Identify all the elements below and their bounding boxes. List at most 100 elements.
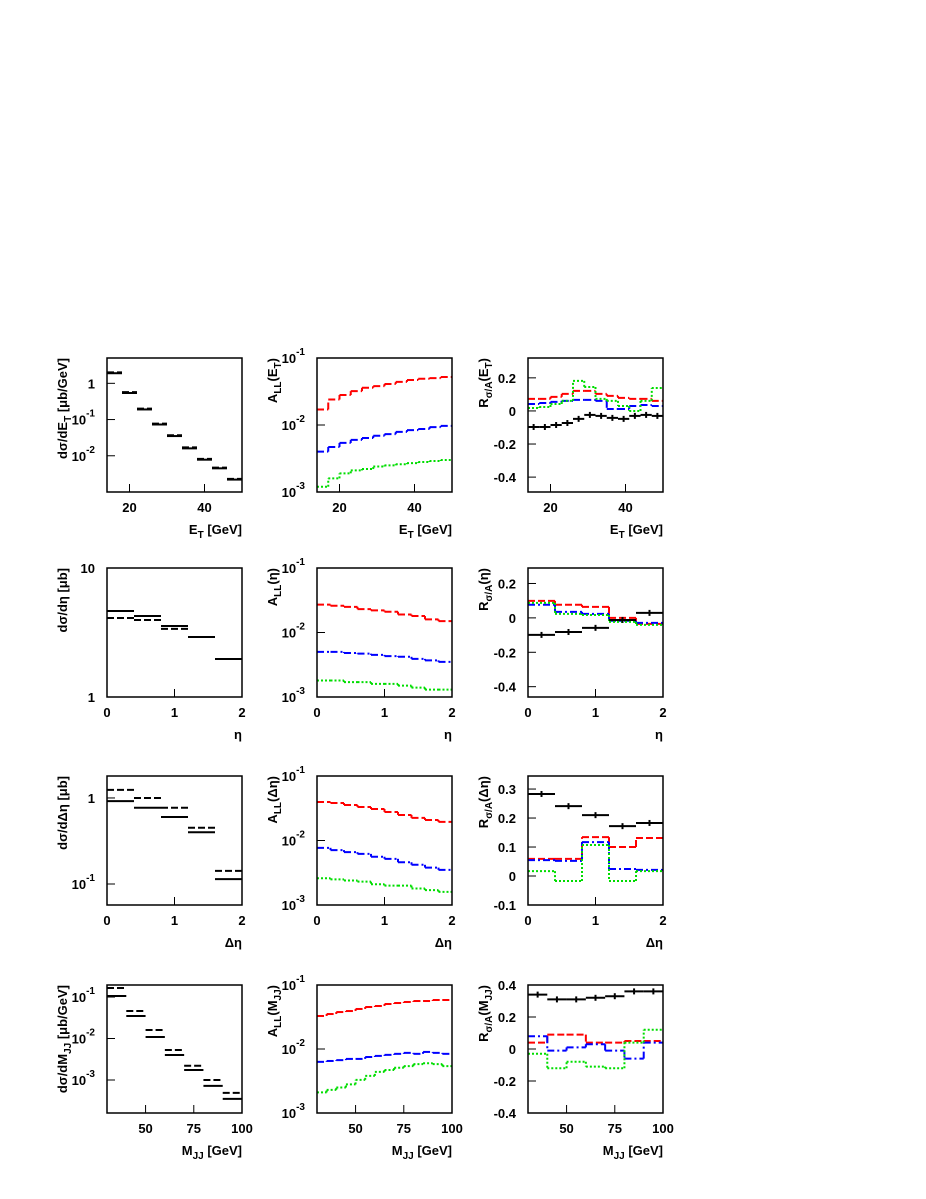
subscript: JJ <box>484 989 495 1000</box>
subscript: T <box>408 530 414 541</box>
tick-base: 10 <box>282 898 296 913</box>
x-tick-label: 100 <box>441 1121 463 1136</box>
tick-base: 10 <box>72 877 86 892</box>
subscript: JJ <box>63 1043 74 1054</box>
y-tick-label: 1 <box>88 376 95 391</box>
label-part: [μb/GeV] <box>55 985 70 1043</box>
tick-text: -0.1 <box>494 898 516 913</box>
tick-exponent: -1 <box>296 557 305 568</box>
x-tick-label: 0 <box>313 913 320 928</box>
x-tick-label: 75 <box>608 1121 622 1136</box>
y-tick-label: -0.2 <box>494 437 516 452</box>
x-tick-label: 100 <box>652 1121 674 1136</box>
tick-text: 1 <box>88 690 95 705</box>
y-tick-label: 10-1 <box>282 557 306 576</box>
tick-text: -0.4 <box>494 680 517 695</box>
y-tick-label: 0.2 <box>498 371 516 386</box>
subscript: JJ <box>403 1151 414 1162</box>
label-part: dσ/dE <box>55 422 70 459</box>
y-tick-label: 1 <box>88 791 95 806</box>
tick-text: 0.1 <box>498 840 516 855</box>
y-axis-title: dσ/dΔη [μb] <box>55 776 70 850</box>
label-part: (Δη) <box>476 776 491 802</box>
tick-text: 0 <box>509 1042 516 1057</box>
label-part: A <box>265 393 280 403</box>
tick-text: 1 <box>88 376 95 391</box>
y-tick-label: 10-1 <box>282 765 306 784</box>
tick-exponent: -2 <box>296 830 305 841</box>
label-part: [GeV] <box>625 1143 663 1158</box>
subscript: σ/A <box>484 1016 495 1033</box>
x-tick-label: 50 <box>348 1121 362 1136</box>
label-part: Δη <box>435 935 452 950</box>
y-tick-label: -0.4 <box>494 680 517 695</box>
y-axis-title: Rσ/A(MJJ) <box>476 985 495 1042</box>
x-tick-label: 2 <box>659 705 666 720</box>
label-part: dσ/dΔη [μb] <box>55 776 70 850</box>
plot-frame <box>527 984 664 1114</box>
tick-base: 10 <box>282 485 296 500</box>
label-part: E <box>189 522 198 537</box>
tick-exponent: -2 <box>296 414 305 425</box>
label-part: (M <box>265 1000 280 1015</box>
y-tick-label: 0.1 <box>498 840 516 855</box>
tick-text: 10 <box>81 561 95 576</box>
y-tick-label: 0 <box>509 1042 516 1057</box>
x-tick-label: 1 <box>171 705 178 720</box>
x-tick-label: 20 <box>332 500 346 515</box>
tick-exponent: -3 <box>86 1069 95 1080</box>
tick-text: 0.2 <box>498 1010 516 1025</box>
x-tick-label: 40 <box>618 500 632 515</box>
y-tick-label: 0.2 <box>498 1010 516 1025</box>
tick-text: 0 <box>509 869 516 884</box>
x-tick-label: 75 <box>397 1121 411 1136</box>
x-axis-title: η <box>444 727 452 742</box>
x-tick-label: 2 <box>448 705 455 720</box>
x-axis-title: MJJ [GeV] <box>603 1143 663 1162</box>
tick-exponent: -3 <box>296 1102 305 1113</box>
x-tick-label: 0 <box>313 705 320 720</box>
y-tick-label: -0.4 <box>494 470 517 485</box>
y-tick-label: 10-1 <box>72 986 96 1005</box>
plot-frame <box>106 357 243 493</box>
label-part: [GeV] <box>625 522 663 537</box>
y-tick-label: 0.2 <box>498 576 516 591</box>
tick-text: 1 <box>88 791 95 806</box>
label-part: η <box>234 727 242 742</box>
y-tick-label: 10-2 <box>282 1038 306 1057</box>
label-part: R <box>476 398 491 408</box>
label-part: ) <box>265 358 280 362</box>
label-part: [GeV] <box>414 522 452 537</box>
tick-base: 10 <box>282 834 296 849</box>
tick-base: 10 <box>282 690 296 705</box>
x-tick-label: 75 <box>187 1121 201 1136</box>
x-tick-label: 20 <box>543 500 557 515</box>
label-part: M <box>182 1143 193 1158</box>
y-axis-title: Rσ/A(Δη) <box>476 776 495 828</box>
x-tick-label: 0 <box>524 913 531 928</box>
plot-frame <box>106 775 243 906</box>
y-axis-title: ALL(ET) <box>265 358 284 403</box>
tick-text: -0.2 <box>494 1074 516 1089</box>
x-axis-title: MJJ [GeV] <box>392 1143 452 1162</box>
x-tick-label: 2 <box>659 913 666 928</box>
subscript: LL <box>273 381 284 393</box>
y-tick-label: 0 <box>509 869 516 884</box>
tick-text: 0.2 <box>498 576 516 591</box>
tick-text: -0.4 <box>494 470 517 485</box>
y-axis-title: dσ/dMJJ [μb/GeV] <box>55 985 74 1093</box>
tick-exponent: -1 <box>86 986 95 997</box>
y-tick-label: 10-2 <box>282 622 306 641</box>
x-axis-title: η <box>234 727 242 742</box>
y-tick-label: 10-2 <box>282 830 306 849</box>
tick-exponent: -2 <box>86 445 95 456</box>
label-part: [GeV] <box>204 1143 242 1158</box>
tick-base: 10 <box>282 1106 296 1121</box>
label-part: A <box>265 596 280 606</box>
subscript: JJ <box>273 989 284 1000</box>
label-part: η <box>444 727 452 742</box>
tick-base: 10 <box>72 990 86 1005</box>
plot-frame <box>316 567 453 698</box>
